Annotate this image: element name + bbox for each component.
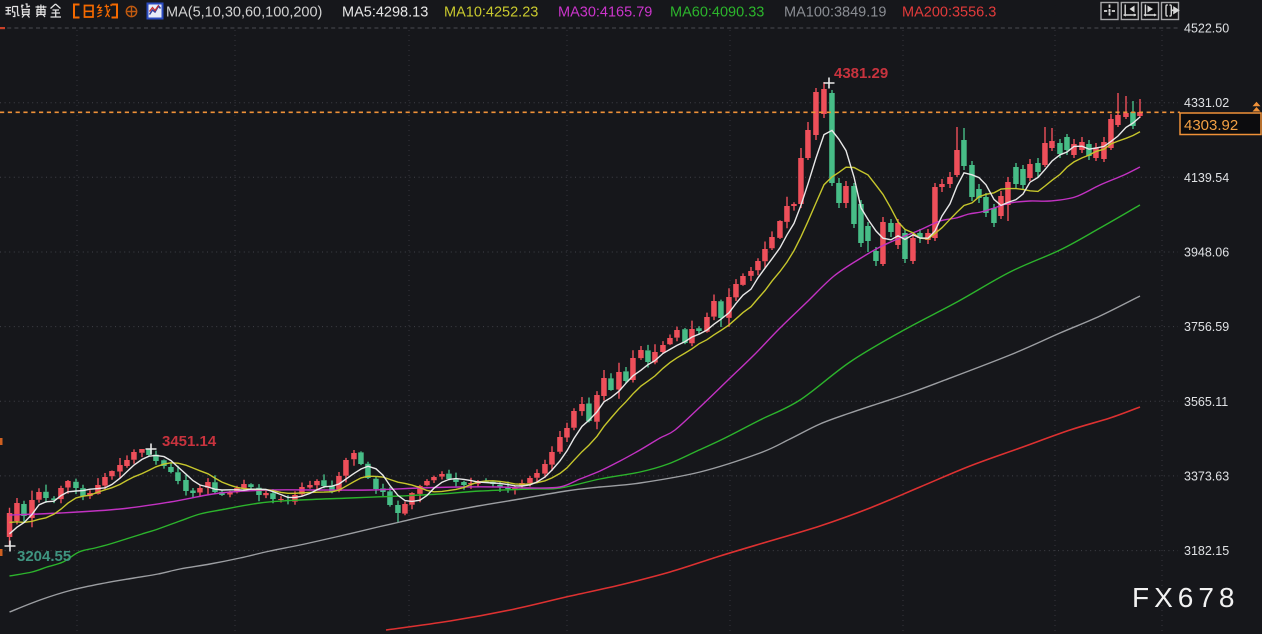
- svg-text:3373.63: 3373.63: [1184, 469, 1229, 483]
- svg-text:MA(5,10,30,60,100,200): MA(5,10,30,60,100,200): [166, 5, 322, 21]
- svg-text:3948.06: 3948.06: [1184, 246, 1229, 260]
- svg-text:MA30:4165.79: MA30:4165.79: [558, 5, 652, 21]
- svg-text:MA10:4252.23: MA10:4252.23: [444, 5, 538, 21]
- svg-text:3756.59: 3756.59: [1184, 320, 1229, 334]
- svg-text:4381.29: 4381.29: [834, 65, 888, 82]
- svg-text:MA200:3556.3: MA200:3556.3: [902, 5, 996, 21]
- svg-text:MA60:4090.33: MA60:4090.33: [670, 5, 764, 21]
- svg-text:3565.11: 3565.11: [1184, 395, 1228, 409]
- svg-text:MA100:3849.19: MA100:3849.19: [784, 5, 886, 21]
- svg-text:FX678: FX678: [1132, 582, 1240, 613]
- svg-text:4331.02: 4331.02: [1184, 96, 1229, 110]
- svg-text:3182.15: 3182.15: [1184, 544, 1229, 558]
- svg-text:3451.14: 3451.14: [162, 433, 217, 450]
- svg-text:4522.50: 4522.50: [1184, 22, 1229, 36]
- svg-text:3204.55: 3204.55: [17, 548, 71, 565]
- svg-text:MA5:4298.13: MA5:4298.13: [342, 5, 428, 21]
- svg-text:4303.92: 4303.92: [1184, 117, 1238, 134]
- svg-text:4139.54: 4139.54: [1184, 171, 1229, 185]
